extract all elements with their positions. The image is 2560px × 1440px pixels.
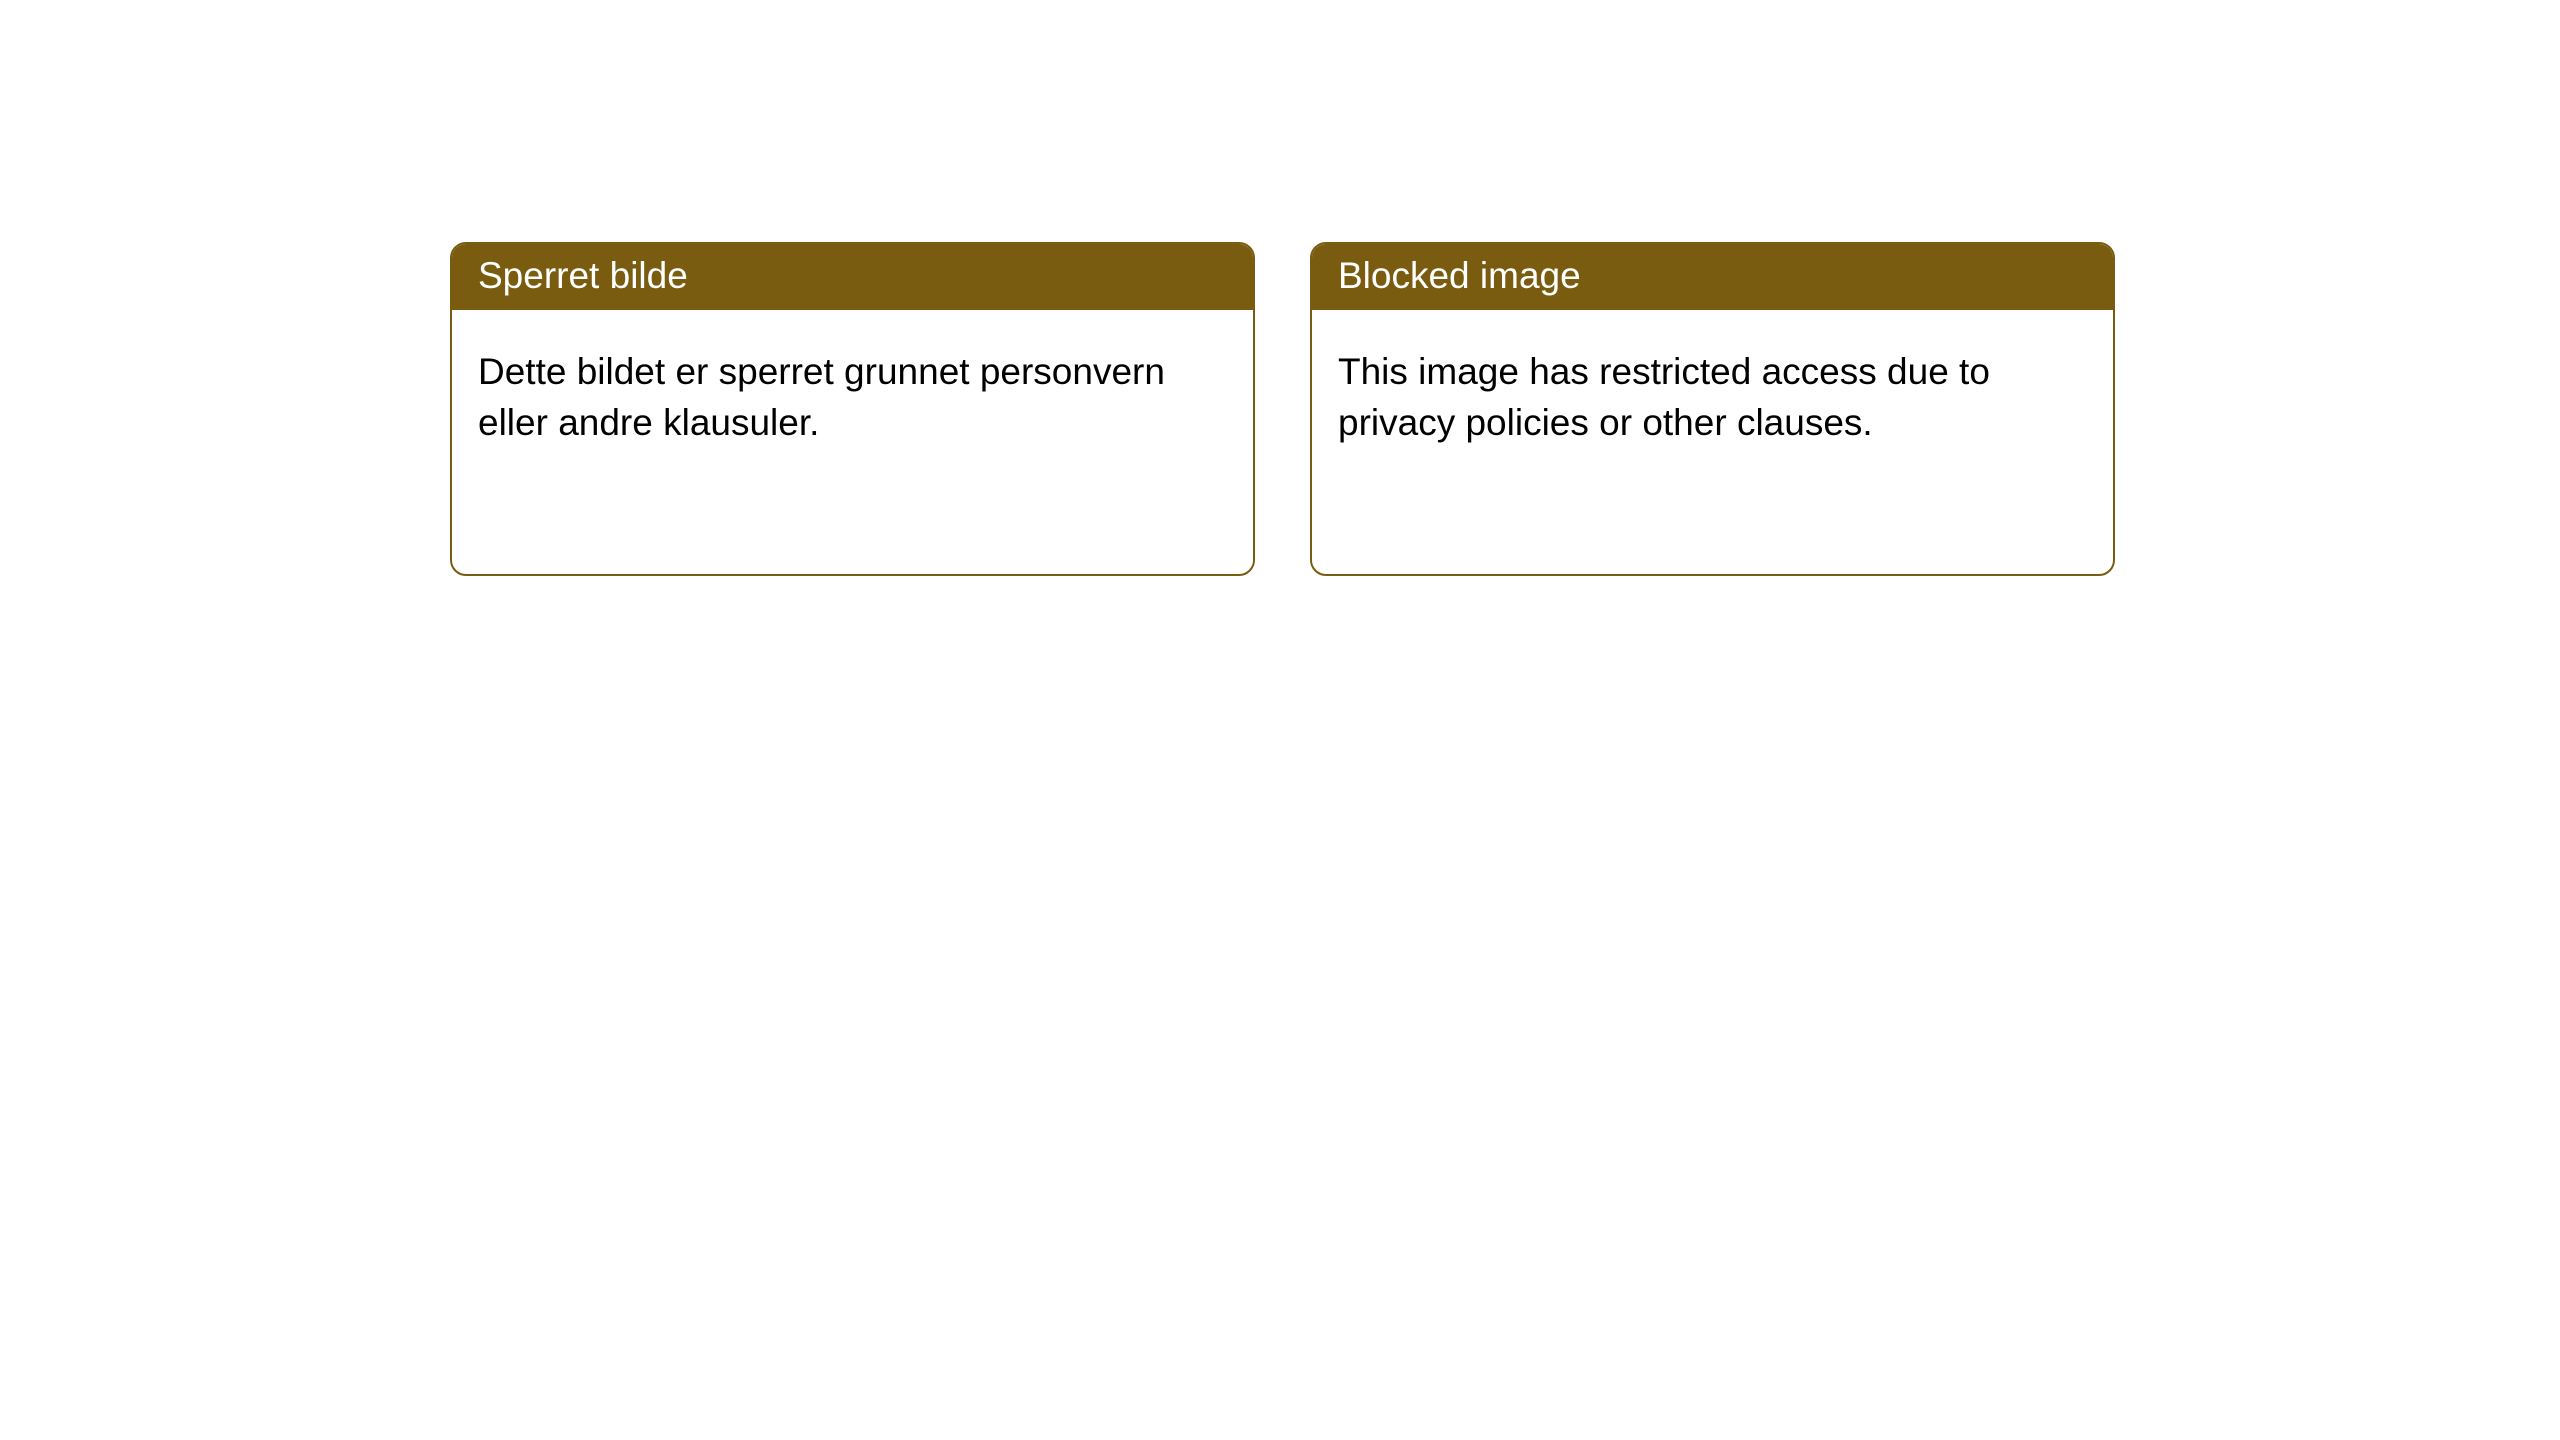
card-title-norwegian: Sperret bilde	[452, 244, 1253, 310]
blocked-image-card-english: Blocked image This image has restricted …	[1310, 242, 2115, 576]
notice-cards-container: Sperret bilde Dette bildet er sperret gr…	[0, 0, 2560, 576]
card-body-english: This image has restricted access due to …	[1312, 310, 2113, 474]
card-title-english: Blocked image	[1312, 244, 2113, 310]
blocked-image-card-norwegian: Sperret bilde Dette bildet er sperret gr…	[450, 242, 1255, 576]
card-body-norwegian: Dette bildet er sperret grunnet personve…	[452, 310, 1253, 474]
